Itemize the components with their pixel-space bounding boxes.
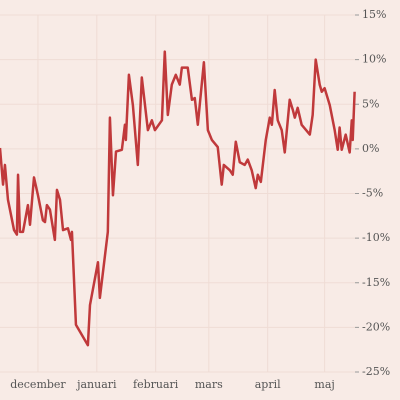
y-tick-label: 5% xyxy=(362,97,379,110)
y-tick-label: -10% xyxy=(362,231,390,244)
y-tick-label: -5% xyxy=(362,187,383,200)
x-tick-label: december xyxy=(10,378,66,391)
x-tick-label: mars xyxy=(195,378,223,391)
x-tick-label: februari xyxy=(133,378,179,391)
line xyxy=(0,50,356,347)
x-tick-label: maj xyxy=(314,378,334,391)
y-tick-label: -15% xyxy=(362,276,390,289)
y-tick-label: 10% xyxy=(362,53,386,66)
y-tick-label: -20% xyxy=(362,320,390,333)
x-tick-label: januari xyxy=(75,378,117,391)
y-tick-label: 15% xyxy=(362,8,386,21)
y-tick-label: -25% xyxy=(362,365,390,378)
x-tick-label: april xyxy=(255,378,281,391)
y-tick-label: 0% xyxy=(362,142,379,155)
